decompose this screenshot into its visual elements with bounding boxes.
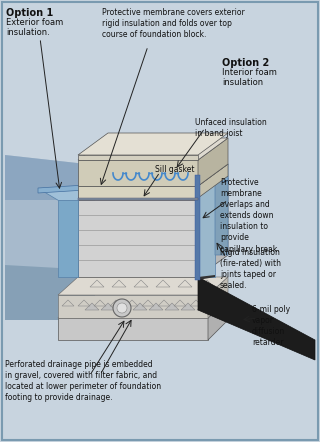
Text: Protective
membrane
overlaps and
extends down
insulation to
provide
capillary br: Protective membrane overlaps and extends… xyxy=(220,178,280,254)
Polygon shape xyxy=(117,303,131,310)
Polygon shape xyxy=(78,138,228,160)
Polygon shape xyxy=(5,155,95,320)
Polygon shape xyxy=(58,295,208,318)
Polygon shape xyxy=(197,303,211,310)
Text: Unfaced insulation
in band joist: Unfaced insulation in band joist xyxy=(195,118,267,138)
Polygon shape xyxy=(213,303,227,310)
Polygon shape xyxy=(208,300,228,340)
Polygon shape xyxy=(195,175,200,280)
Text: Exterior foam
insulation.: Exterior foam insulation. xyxy=(6,18,63,38)
Text: Option 1: Option 1 xyxy=(6,8,53,18)
Polygon shape xyxy=(215,164,228,255)
Text: Perforated drainage pipe is embedded
in gravel, covered with filter fabric, and
: Perforated drainage pipe is embedded in … xyxy=(5,360,161,402)
Text: 6-mil poly
vapor
diffusion
retarder: 6-mil poly vapor diffusion retarder xyxy=(252,305,290,347)
Polygon shape xyxy=(38,176,228,193)
Polygon shape xyxy=(85,303,99,310)
Text: Interior foam
insulation: Interior foam insulation xyxy=(222,68,277,88)
Polygon shape xyxy=(78,155,198,160)
Polygon shape xyxy=(5,265,95,320)
Polygon shape xyxy=(181,303,195,310)
Polygon shape xyxy=(113,299,131,317)
Text: Sill gasket: Sill gasket xyxy=(155,165,195,174)
Polygon shape xyxy=(198,164,228,198)
Polygon shape xyxy=(58,318,208,340)
Polygon shape xyxy=(78,200,198,277)
Polygon shape xyxy=(198,275,215,280)
Polygon shape xyxy=(78,160,198,186)
Polygon shape xyxy=(117,303,127,313)
Polygon shape xyxy=(165,303,179,310)
Polygon shape xyxy=(198,277,315,360)
Polygon shape xyxy=(198,175,215,277)
Polygon shape xyxy=(78,133,228,155)
Text: Option 2: Option 2 xyxy=(222,58,269,68)
Polygon shape xyxy=(5,155,95,200)
Polygon shape xyxy=(149,303,163,310)
Polygon shape xyxy=(133,303,147,310)
Polygon shape xyxy=(208,277,228,318)
Polygon shape xyxy=(78,164,228,186)
Text: Protective membrane covers exterior
rigid insulation and folds over top
course o: Protective membrane covers exterior rigi… xyxy=(102,8,245,39)
Polygon shape xyxy=(198,138,228,186)
Text: Rigid insulation
(fire-rated) with
joints taped or
sealed.: Rigid insulation (fire-rated) with joint… xyxy=(220,248,281,290)
Polygon shape xyxy=(78,186,198,198)
Polygon shape xyxy=(78,198,198,200)
Polygon shape xyxy=(38,188,78,200)
Polygon shape xyxy=(58,300,228,318)
Polygon shape xyxy=(101,303,115,310)
Polygon shape xyxy=(58,200,78,277)
Polygon shape xyxy=(198,178,228,277)
Polygon shape xyxy=(58,277,228,295)
